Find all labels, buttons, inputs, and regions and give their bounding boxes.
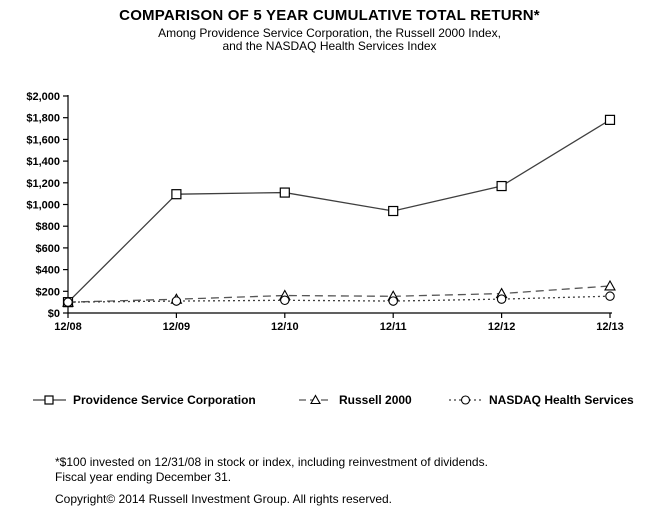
chart-subtitle-line2: and the NASDAQ Health Services Index [222,39,437,53]
chart-footnotes: *$100 invested on 12/31/08 in stock or i… [55,455,488,485]
footnote-invested: *$100 invested on 12/31/08 in stock or i… [55,455,488,469]
x-tick-label: 12/08 [54,321,82,333]
chart-subtitle-line1: Among Providence Service Corporation, th… [158,26,501,40]
series-line-0 [67,119,611,303]
legend-item-providence: Providence Service Corporation [33,392,256,408]
y-tick-label: $600 [36,243,60,255]
circle-marker [280,295,290,306]
y-tick-label: $1,200 [26,178,60,190]
legend-label-nasdaq-health: NASDAQ Health Services [489,393,634,407]
y-tick-label: $1,000 [26,200,60,212]
legend-item-nasdaq-health: NASDAQ Health Services [449,392,634,408]
square-marker [604,114,616,125]
series-line-1 [67,285,611,303]
footnote-fiscal-year: Fiscal year ending December 31. [55,470,232,484]
x-tick-label: 12/12 [488,321,516,333]
y-tick-label: $800 [36,221,60,233]
y-tick-label: $2,000 [26,91,60,103]
legend-item-russell-2000: Russell 2000 [299,392,412,408]
square-marker [279,187,290,198]
x-tick-label: 12/13 [596,321,624,333]
line-chart-plot-area: $0 $200 $400 $600 $800 $1,000 $1,200 $1,400 $1,6… [26,91,624,333]
circle-marker [63,297,73,307]
legend-label-russell-2000: Russell 2000 [339,393,412,407]
y-tick-label: $1,600 [26,134,60,146]
x-tick-label: 12/10 [271,321,299,333]
x-tick-label: 12/09 [163,321,191,333]
y-tick-label: $400 [36,265,60,277]
triangle-marker [604,279,616,291]
legend-label-providence: Providence Service Corporation [73,393,256,407]
circle-marker [605,291,615,301]
y-tick-label: $0 [48,308,60,320]
chart-title: COMPARISON OF 5 YEAR CUMULATIVE TOTAL RE… [119,7,540,24]
series-line-2 [67,295,611,303]
y-tick-label: $1,800 [26,113,60,125]
square-marker [496,180,507,192]
square-marker [171,189,182,200]
circle-marker [171,296,182,306]
circle-marker [496,294,507,304]
y-tick-label: $200 [36,286,60,298]
copyright-notice: Copyright© 2014 Russell Investment Group… [55,492,392,506]
solid-line-square-marker-icon [33,395,66,405]
circle-marker [388,296,398,306]
square-marker [388,205,399,217]
y-tick-label: $1,400 [26,156,60,168]
dashed-line-triangle-marker-icon [299,394,332,405]
x-tick-label: 12/11 [380,321,407,333]
dotted-line-circle-marker-icon [449,395,482,405]
